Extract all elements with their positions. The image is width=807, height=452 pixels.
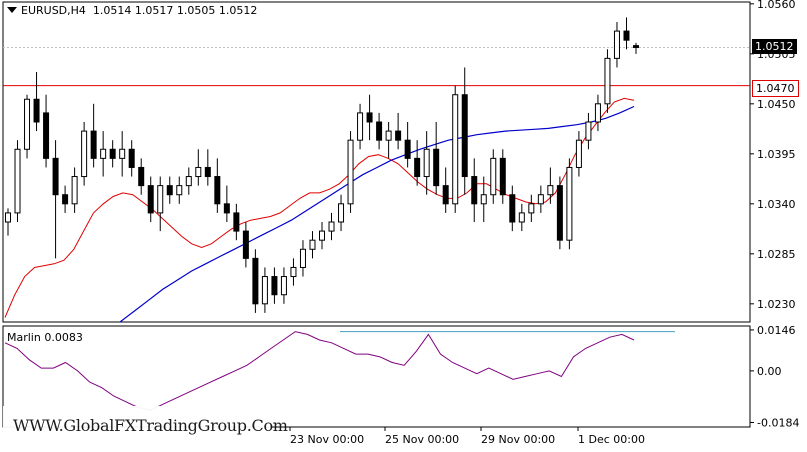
- candle-body: [547, 185, 554, 196]
- candle-body: [214, 176, 221, 205]
- indicator-label: Marlin 0.0083: [7, 331, 83, 344]
- candle-body: [128, 148, 135, 168]
- ohlc-close: 1.0512: [218, 4, 258, 17]
- candle-body: [366, 112, 373, 123]
- candle-body: [233, 212, 240, 232]
- candle-body: [52, 157, 59, 196]
- candle-body: [242, 230, 249, 259]
- candle-body: [575, 139, 582, 168]
- candle-body: [147, 185, 154, 214]
- candle-body: [62, 194, 69, 205]
- candle-body: [461, 94, 468, 178]
- candle-body: [594, 103, 601, 123]
- candle-body: [138, 166, 145, 187]
- candle-body: [423, 148, 430, 178]
- price-tick-label: 1.0395: [757, 148, 796, 161]
- candle-body: [223, 203, 230, 214]
- candle-body: [328, 221, 335, 232]
- price-pane-frame: [2, 1, 751, 323]
- candle-body: [109, 148, 116, 159]
- candle-body: [613, 30, 620, 59]
- candle-body: [71, 176, 78, 205]
- candle-body: [537, 194, 544, 205]
- time-tick-label: 29 Nov 00:00: [481, 433, 555, 446]
- price-tick-label: 1.0285: [757, 248, 796, 261]
- indicator-pane-frame: [2, 325, 751, 428]
- candle-body: [556, 185, 563, 241]
- indicator-tick-label: 0.00: [757, 365, 782, 378]
- price-tick-label: 1.0230: [757, 298, 796, 311]
- ohlc-open: 1.0514: [92, 4, 132, 17]
- candle-body: [299, 248, 306, 268]
- candle-body: [490, 157, 497, 196]
- indicator-tick-label: -0.0184: [757, 417, 799, 430]
- indicator-tick-label: 0.0146: [757, 324, 796, 337]
- candle-body: [271, 276, 278, 296]
- candle-body: [338, 203, 345, 223]
- current-price-label: 1.0512: [752, 39, 797, 54]
- candle-body: [166, 185, 173, 196]
- candle-body: [585, 121, 592, 141]
- time-tick-label: 23 Nov 00:00: [290, 433, 364, 446]
- candle-body: [261, 276, 268, 305]
- candle-body: [14, 148, 21, 214]
- level-price-label: 1.0470: [752, 80, 799, 97]
- candle-body: [157, 185, 164, 214]
- candle-body: [480, 194, 487, 205]
- candle-body: [176, 185, 183, 196]
- candle-body: [185, 176, 192, 187]
- symbol-timeframe: EURUSD,H4: [21, 4, 86, 17]
- candle-body: [499, 157, 506, 196]
- price-tick-label: 1.0560: [757, 0, 796, 11]
- candle-body: [5, 212, 11, 223]
- candle-body: [528, 203, 535, 214]
- candle-body: [414, 157, 421, 178]
- candle-body: [395, 130, 402, 141]
- candle-body: [518, 212, 525, 223]
- candle-body: [623, 30, 630, 41]
- candle-body: [204, 166, 211, 178]
- watermark: WWW.GlobalFXTradingGroup.Com: [3, 406, 288, 446]
- candle-body: [119, 148, 126, 159]
- candle-body: [90, 130, 97, 159]
- candle-body: [357, 112, 364, 141]
- time-tick-label: 25 Nov 00:00: [385, 433, 459, 446]
- candle-body: [433, 148, 440, 187]
- candle-body: [319, 230, 325, 241]
- candle-body: [280, 276, 287, 296]
- candle-body: [290, 266, 297, 278]
- ohlc-high: 1.0517: [134, 4, 174, 17]
- dropdown-triangle-icon[interactable]: [7, 7, 17, 13]
- marlin-line: [4, 331, 635, 411]
- ma-fast-line: [4, 97, 635, 318]
- candle-body: [633, 45, 639, 48]
- candle-body: [404, 139, 411, 159]
- candle-body: [376, 121, 383, 141]
- chart-header: EURUSD,H4 1.0514 1.0517 1.0505 1.0512: [7, 4, 257, 17]
- price-tick-label: 1.0450: [757, 98, 796, 111]
- candle-body: [81, 130, 88, 178]
- candle-body: [604, 57, 611, 105]
- candle-body: [195, 166, 202, 178]
- candle-body: [33, 98, 40, 123]
- candle-body: [566, 166, 573, 241]
- candle-body: [100, 148, 107, 159]
- candle-body: [252, 257, 259, 305]
- candle-body: [43, 112, 50, 159]
- ohlc-low: 1.0505: [176, 4, 216, 17]
- ma-slow-line: [119, 105, 635, 323]
- candle-body: [309, 239, 316, 250]
- candle-body: [24, 98, 31, 150]
- candle-body: [471, 176, 478, 205]
- candle-body: [442, 185, 449, 205]
- candle-body: [385, 130, 392, 141]
- time-tick-label: 1 Dec 00:00: [578, 433, 645, 446]
- candle-body: [509, 194, 516, 223]
- price-tick-label: 1.0340: [757, 198, 796, 211]
- candle-body: [452, 94, 459, 205]
- candle-body: [347, 139, 354, 205]
